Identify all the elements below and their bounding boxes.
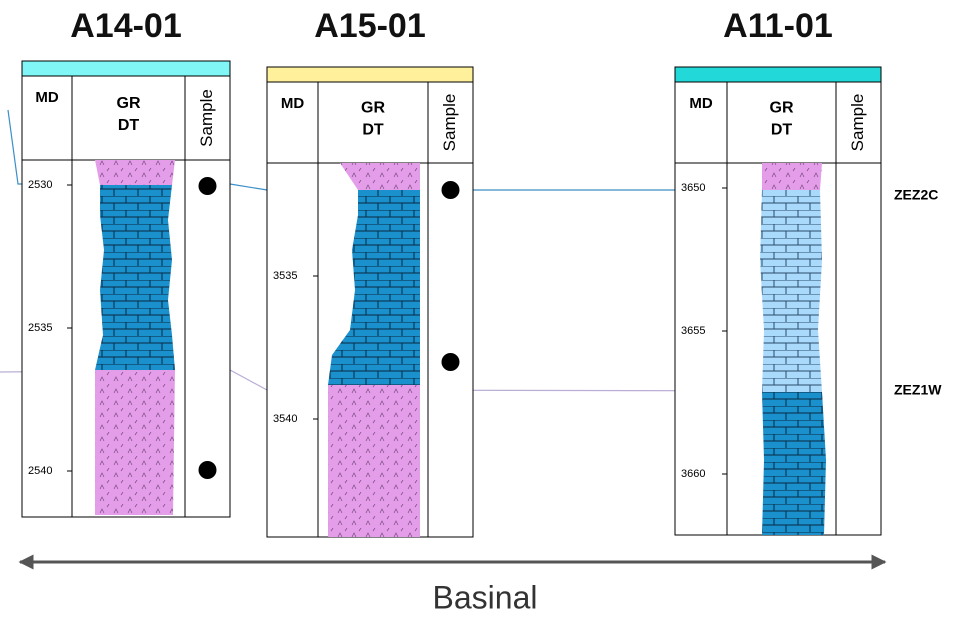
lithology bbox=[762, 163, 822, 190]
lithology bbox=[760, 190, 822, 392]
md-header: MD bbox=[689, 95, 712, 112]
well-column: A14-01 MD GR DT Sample 2530 2535 2540 bbox=[22, 7, 230, 517]
lithology bbox=[95, 185, 175, 370]
depth-tick-label: 3660 bbox=[681, 468, 705, 480]
well-band bbox=[267, 67, 473, 82]
caption: Basinal bbox=[433, 579, 538, 615]
md-header: MD bbox=[281, 95, 304, 112]
sample-dot bbox=[199, 461, 217, 479]
sample-dot bbox=[199, 177, 217, 195]
well-band bbox=[675, 67, 881, 82]
dt-header: DT bbox=[362, 122, 384, 139]
lithology bbox=[328, 385, 420, 537]
sample-dot bbox=[442, 353, 460, 371]
well-column: A11-01 MD GR DT Sample 3650 3655 3660 bbox=[675, 7, 881, 535]
well-name: A11-01 bbox=[723, 7, 833, 45]
md-header: MD bbox=[35, 89, 58, 106]
depth-tick-label: 2540 bbox=[28, 465, 52, 477]
dt-header: DT bbox=[771, 122, 793, 139]
sample-header: Sample bbox=[440, 94, 459, 152]
depth-tick-label: 3655 bbox=[681, 325, 705, 337]
horizon-label: ZEZ2C bbox=[894, 187, 938, 203]
sample-header: Sample bbox=[848, 94, 867, 152]
gr-header: GR bbox=[361, 100, 385, 117]
depth-tick-label: 3535 bbox=[273, 270, 297, 282]
dt-header: DT bbox=[118, 117, 140, 134]
gr-header: GR bbox=[117, 95, 141, 112]
depth-tick-label: 2535 bbox=[28, 322, 52, 334]
depth-tick-label: 2530 bbox=[28, 179, 52, 191]
lithology bbox=[95, 370, 175, 515]
sample-header: Sample bbox=[197, 89, 216, 147]
well-band bbox=[22, 61, 230, 76]
well-name: A15-01 bbox=[314, 7, 426, 45]
depth-tick-label: 3540 bbox=[273, 413, 297, 425]
well-name: A14-01 bbox=[70, 7, 182, 45]
well-column: A15-01 MD GR DT Sample 3535 3540 bbox=[267, 7, 473, 537]
horizon-label: ZEZ1W bbox=[894, 382, 942, 398]
well-correlation: A14-01 MD GR DT Sample 2530 2535 2540 A15-01 MD GR… bbox=[0, 0, 970, 619]
lithology bbox=[95, 160, 175, 185]
sample-dot bbox=[442, 181, 460, 199]
gr-header: GR bbox=[770, 100, 794, 117]
lithology bbox=[762, 392, 826, 535]
depth-tick-label: 3650 bbox=[681, 182, 705, 194]
